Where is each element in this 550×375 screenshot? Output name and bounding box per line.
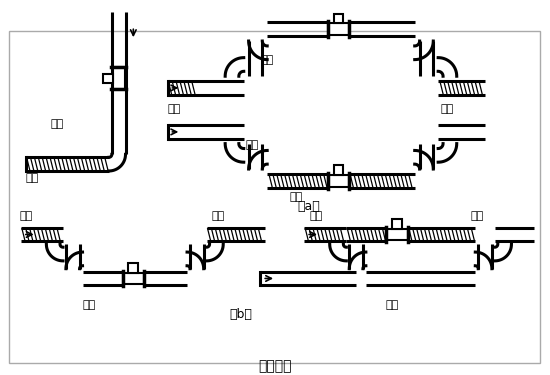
Bar	[334, 165, 343, 175]
Text: 图（四）: 图（四）	[258, 360, 292, 374]
Bar	[392, 219, 402, 229]
Text: 错误: 错误	[246, 141, 259, 150]
Text: 液体: 液体	[290, 192, 303, 202]
Bar	[328, 175, 349, 187]
Text: （a）: （a）	[298, 200, 321, 213]
Text: 气泡: 气泡	[309, 211, 322, 221]
Text: 正确: 正确	[260, 56, 273, 66]
Text: 液体: 液体	[26, 173, 39, 183]
Bar	[334, 13, 343, 24]
Bar	[113, 68, 124, 89]
Text: （b）: （b）	[229, 308, 252, 321]
Text: 气泡: 气泡	[19, 211, 32, 221]
Text: 正确: 正确	[50, 119, 64, 129]
Bar	[328, 24, 349, 35]
Text: 液体: 液体	[168, 104, 181, 114]
Text: 液体: 液体	[440, 104, 453, 114]
Text: 气泡: 气泡	[212, 211, 225, 221]
Bar	[123, 273, 144, 284]
Text: 错误: 错误	[386, 300, 399, 310]
Bar	[103, 74, 113, 82]
Text: 气泡: 气泡	[470, 211, 483, 221]
Bar	[387, 229, 408, 240]
Bar	[129, 263, 138, 273]
Text: 正确: 正确	[82, 300, 96, 310]
